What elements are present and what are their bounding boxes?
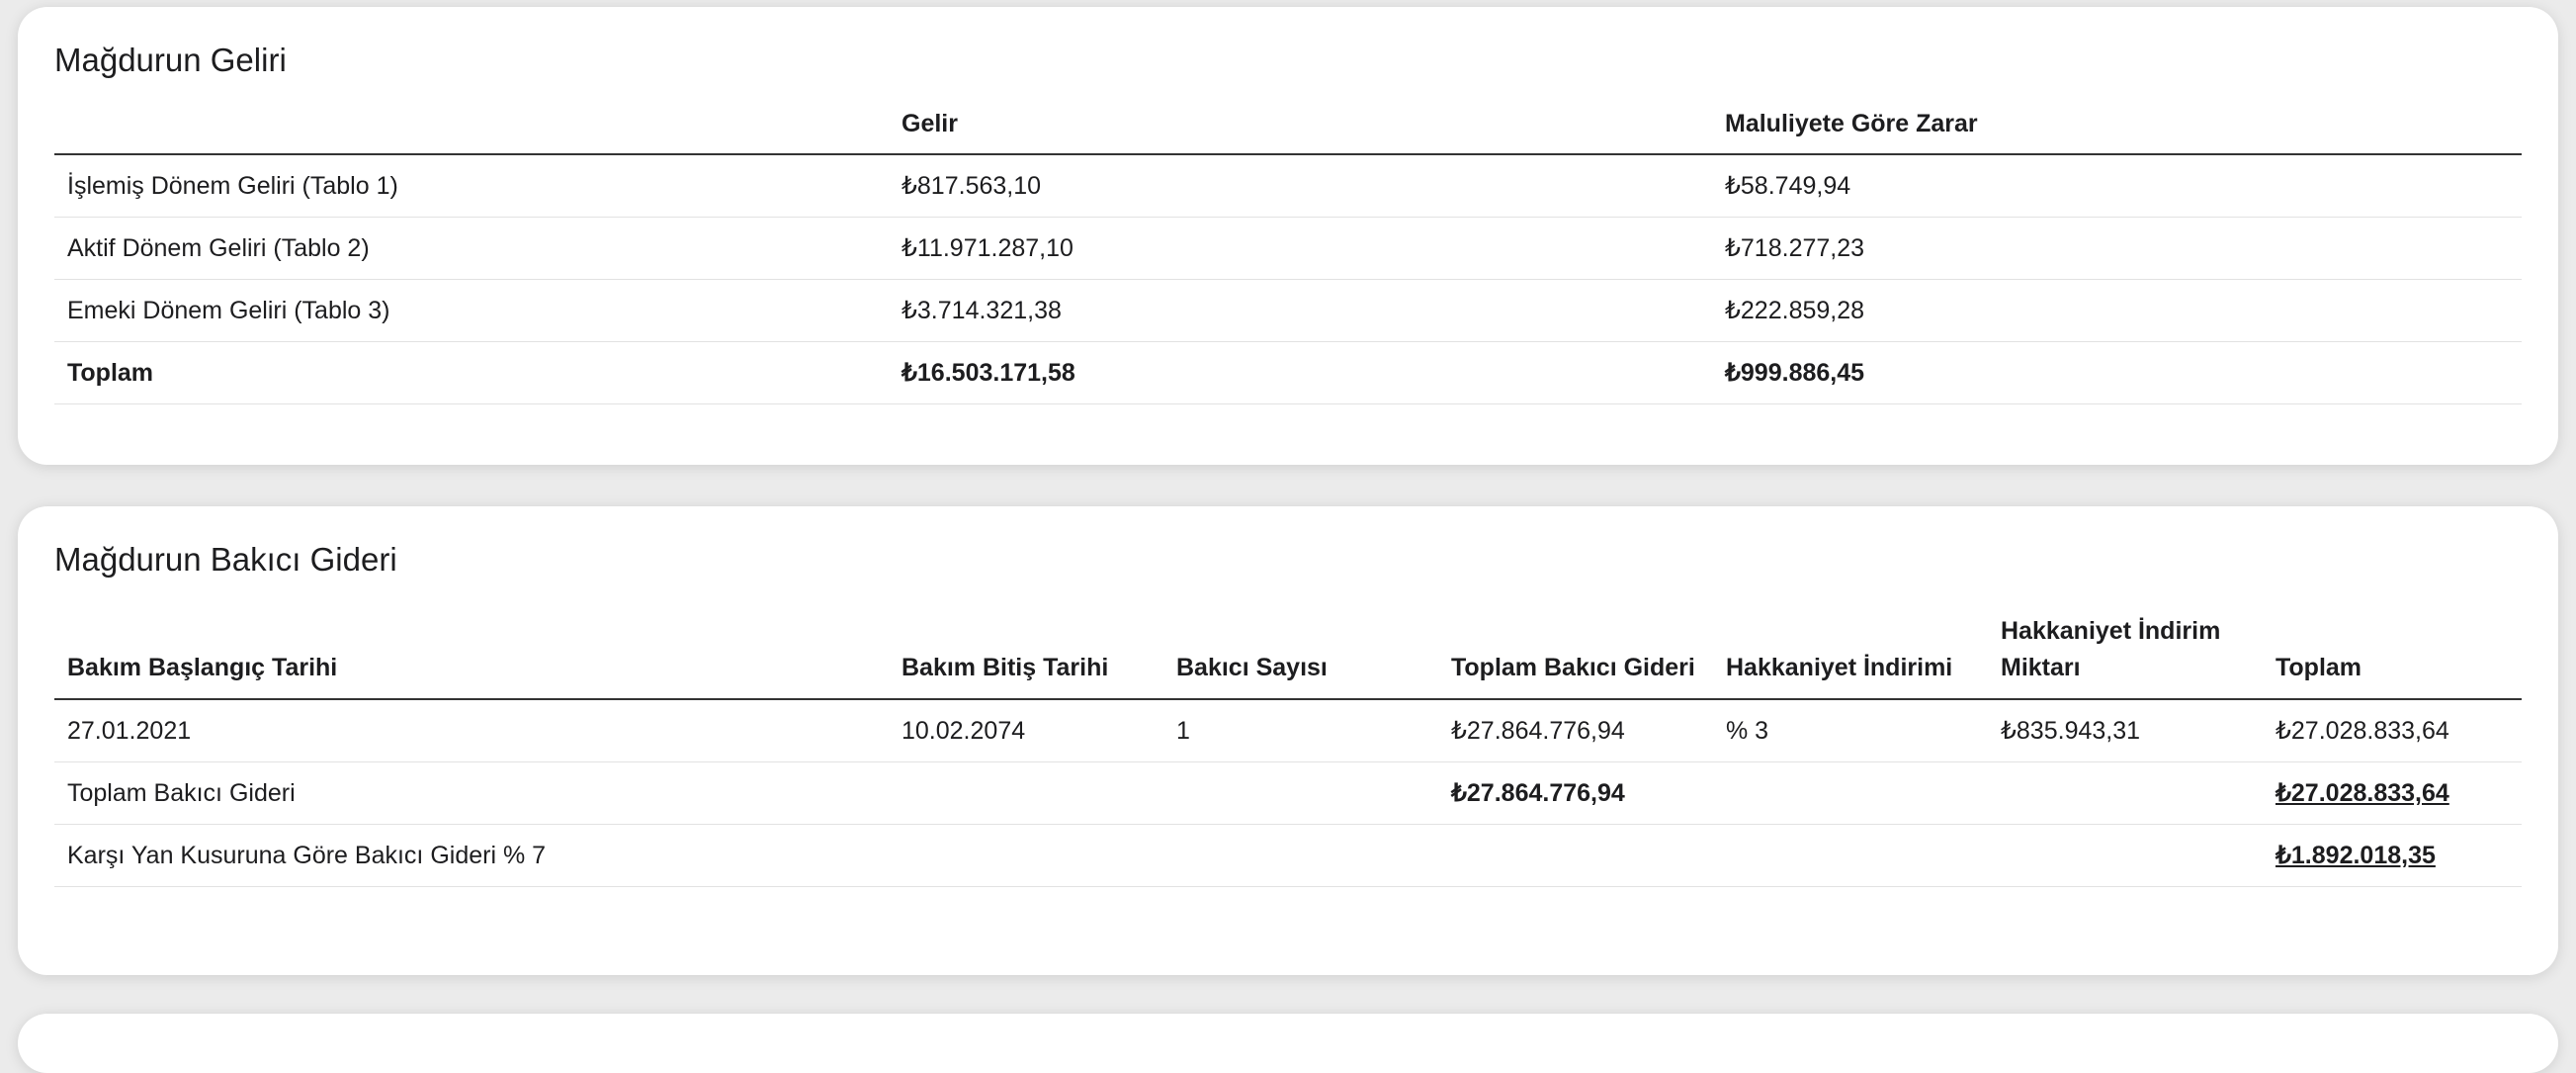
fault-value: ₺1.892.018,35: [2263, 824, 2522, 887]
header-cell: Hakkaniyet İndirimi: [1713, 593, 1988, 700]
table-cell: 10.02.2074: [889, 699, 1163, 762]
page: Mağdurun Geliri Gelir Maluliyete Göre Zar…: [18, 7, 2558, 1073]
next-card: [18, 1014, 2558, 1073]
empty-cell: [1163, 761, 1438, 825]
header-row: Gelir Maluliyete Göre Zarar: [54, 94, 2522, 155]
header-row: Bakım Başlangıç Tarihi Bakım Bitiş Tarihi…: [54, 593, 2522, 700]
card-title: Mağdurun Geliri: [54, 42, 287, 78]
table-cell: 1: [1163, 699, 1438, 762]
header-cell: Bakım Başlangıç Tarihi: [54, 593, 889, 700]
care-table: Bakım Başlangıç Tarihi Bakım Bitiş Tarihi…: [54, 593, 2522, 887]
table-cell: ₺27.864.776,94: [1438, 699, 1713, 762]
table-cell: ₺835.943,31: [1988, 699, 2263, 762]
table-cell: ₺222.859,28: [1712, 279, 2522, 342]
header-cell: Gelir: [889, 94, 1712, 155]
table-cell: ₺3.714.321,38: [889, 279, 1712, 342]
table-row: Aktif Dönem Geliri (Tablo 2) ₺11.971.287,…: [54, 217, 2522, 280]
table-cell: ₺718.277,23: [1712, 217, 2522, 280]
header-cell: Toplam: [2263, 593, 2522, 700]
table-cell: Emeki Dönem Geliri (Tablo 3): [54, 279, 889, 342]
card-title: Mağdurun Bakıcı Gideri: [54, 541, 397, 578]
empty-cell: [889, 761, 1163, 825]
total-cost: ₺27.864.776,94: [1438, 761, 1713, 825]
table-row: Emeki Dönem Geliri (Tablo 3) ₺3.714.321,3…: [54, 279, 2522, 342]
care-card: Mağdurun Bakıcı Gideri Bakım Başlangıç T…: [18, 506, 2558, 975]
empty-cell: [1713, 761, 1988, 825]
header-cell: Bakım Bitiş Tarihi: [889, 593, 1163, 700]
table-cell: Aktif Dönem Geliri (Tablo 2): [54, 217, 889, 280]
header-cell: [54, 94, 889, 155]
total-row: Toplam Bakıcı Gideri ₺27.864.776,94 ₺27.02…: [54, 761, 2522, 825]
table-cell: ₺58.749,94: [1712, 154, 2522, 218]
table-cell: ₺11.971.287,10: [889, 217, 1712, 280]
total-label: Toplam Bakıcı Gideri: [54, 761, 889, 825]
empty-cell: [1988, 761, 2263, 825]
total-value: ₺27.028.833,64: [2263, 761, 2522, 825]
table-cell: % 3: [1713, 699, 1988, 762]
income-card: Mağdurun Geliri Gelir Maluliyete Göre Zar…: [18, 7, 2558, 465]
total-cell: ₺999.886,45: [1712, 341, 2522, 404]
header-cell: Hakkaniyet İndirim Miktarı: [1988, 593, 2263, 700]
total-cell: Toplam: [54, 341, 889, 404]
table-cell: ₺27.028.833,64: [2263, 699, 2522, 762]
header-cell: Toplam Bakıcı Gideri: [1438, 593, 1713, 700]
table-cell: 27.01.2021: [54, 699, 889, 762]
header-cell: Maluliyete Göre Zarar: [1712, 94, 2522, 155]
total-cell: ₺16.503.171,58: [889, 341, 1712, 404]
table-cell: İşlemiş Dönem Geliri (Tablo 1): [54, 154, 889, 218]
table-row: 27.01.2021 10.02.2074 1 ₺27.864.776,94% 3 ₺8…: [54, 699, 2522, 762]
fault-row: Karşı Yan Kusuruna Göre Bakıcı Gideri % …: [54, 824, 2522, 887]
table-cell: ₺817.563,10: [889, 154, 1712, 218]
total-row: Toplam ₺16.503.171,58 ₺999.886,45: [54, 341, 2522, 404]
table-row: İşlemiş Dönem Geliri (Tablo 1) ₺817.563,1…: [54, 154, 2522, 218]
header-cell: Bakıcı Sayısı: [1163, 593, 1438, 700]
fault-label: Karşı Yan Kusuruna Göre Bakıcı Gideri % …: [54, 824, 2263, 887]
income-table: Gelir Maluliyete Göre Zarar İşlemiş Dönem…: [54, 94, 2522, 404]
